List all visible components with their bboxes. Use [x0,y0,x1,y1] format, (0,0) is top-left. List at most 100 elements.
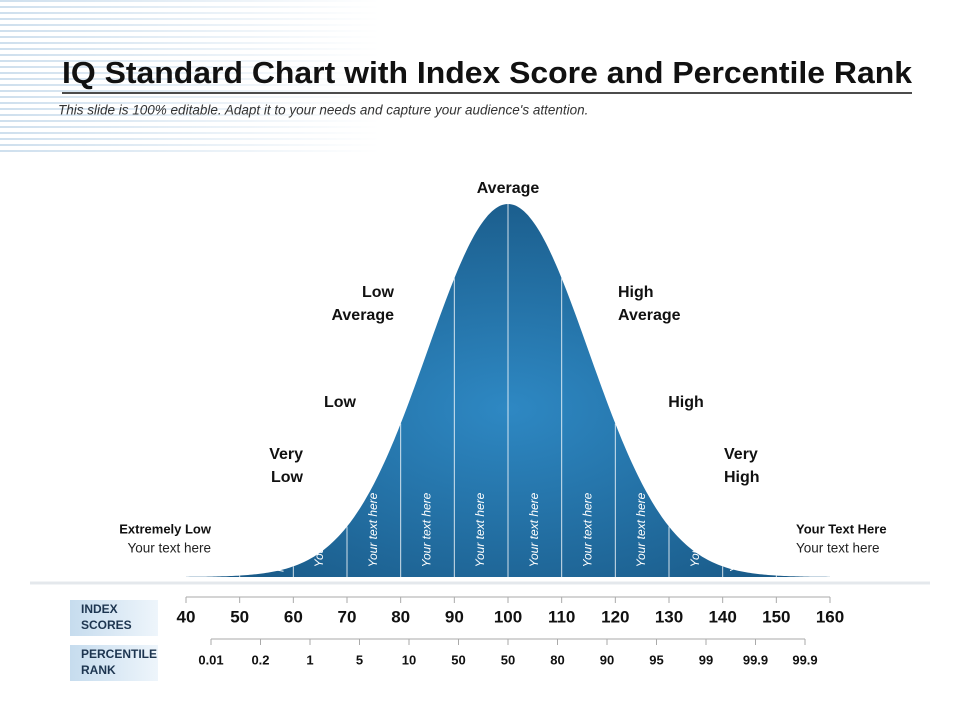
stripe [0,24,380,26]
scale-value: 80 [550,652,564,667]
stripe [0,0,380,2]
scale-label: PERCENTILE [81,647,157,661]
band-text: Yourtexthere [728,547,770,573]
stripe [0,150,380,152]
scale-value: 95 [649,652,663,667]
stripe [0,84,380,86]
band-text: Your text here [420,492,434,567]
scale-value: 99 [699,652,713,667]
scale-value: 50 [451,652,465,667]
title: IQ Standard Chart with Index Score and P… [62,55,913,90]
subtitle: This slide is 100% editable. Adapt it to… [58,103,588,118]
scale-label: SCORES [81,618,132,632]
stripe [0,78,380,80]
curve-label: High [724,469,760,486]
scale-value: 110 [548,607,575,626]
decor-stripes [0,0,380,152]
band-text-line: Your text here [688,492,702,567]
band-text-line: Your text here [366,492,380,567]
scale-value: 150 [762,607,790,626]
stripe [0,126,380,128]
stripe [0,108,380,110]
scale-value: 70 [338,607,357,626]
scale-label: RANK [81,663,116,677]
band-text: Your text here [688,492,702,567]
scale-value: 10 [402,652,416,667]
band-text-line: Your text here [312,492,326,567]
stripe [0,42,380,44]
stripe [0,30,380,32]
scale-value: 0.2 [251,652,269,667]
band-text: Your text here [366,492,380,567]
stripe [0,144,380,146]
side-text: Your text here [796,541,880,556]
scale-value: 130 [655,607,683,626]
band-text-line: Your text here [473,492,487,567]
stripe [0,138,380,140]
band-text: Your text here [527,492,541,567]
band-text-line: Your [728,547,742,573]
scale-value: 5 [356,652,363,667]
band-text-line: Your [245,547,259,573]
scale-value: 60 [284,607,303,626]
stripe [0,114,380,116]
side-title: Your Text Here [796,521,887,536]
scale-value: 90 [445,607,464,626]
stripe [0,96,380,98]
band-text-line: here [756,548,770,572]
curve-label: Average [618,307,681,324]
band-text-line: text [259,550,273,570]
scale-value: 40 [177,607,196,626]
scale-label: INDEX [81,602,118,616]
stripe [0,48,380,50]
scale-value: 80 [391,607,410,626]
scale-value: 0.01 [198,652,223,667]
curve-label: Average [477,180,540,197]
stripe [0,72,380,74]
band-text-line: Your text here [527,492,541,567]
band-text-line: Your text here [581,492,595,567]
band-text-line: Your text here [420,492,434,567]
band-text: Your text here [473,492,487,567]
stripe [0,102,380,104]
band-text: Your text here [634,492,648,567]
side-title: Extremely Low [119,521,212,536]
curve-label: High [668,394,704,411]
stripe [0,60,380,62]
band-text-line: here [273,548,287,572]
scale-label-box [70,600,158,636]
scale-value: 50 [230,607,249,626]
curve-label: Average [331,307,394,324]
scale-value: 99.9 [743,652,768,667]
scale-label-box [70,645,158,681]
curve-label: Low [271,469,304,486]
curve-label: Low [362,284,395,301]
stripe [0,90,380,92]
band-text: Yourtexthere [245,547,287,573]
scale-value: 99.9 [792,652,817,667]
scale-value: 90 [600,652,614,667]
scale-value: 100 [494,607,522,626]
stripe [0,66,380,68]
stripe [0,12,380,14]
stripe [0,120,380,122]
band-text-line: Your text here [634,492,648,567]
side-text: Your text here [127,541,211,556]
stripe [0,54,380,56]
curve-label: High [618,284,654,301]
stripe [0,18,380,20]
scale-value: 140 [708,607,736,626]
curve-label: Low [324,394,357,411]
scale-value: 1 [306,652,313,667]
curve-label: Very [269,446,303,463]
stripe [0,132,380,134]
curve-label: Very [724,446,758,463]
stripe [0,6,380,8]
band-text-line: text [742,550,756,570]
stripe [0,36,380,38]
band-text: Your text here [312,492,326,567]
scale-value: 120 [601,607,629,626]
scale-value: 50 [501,652,515,667]
band-text: Your text here [581,492,595,567]
